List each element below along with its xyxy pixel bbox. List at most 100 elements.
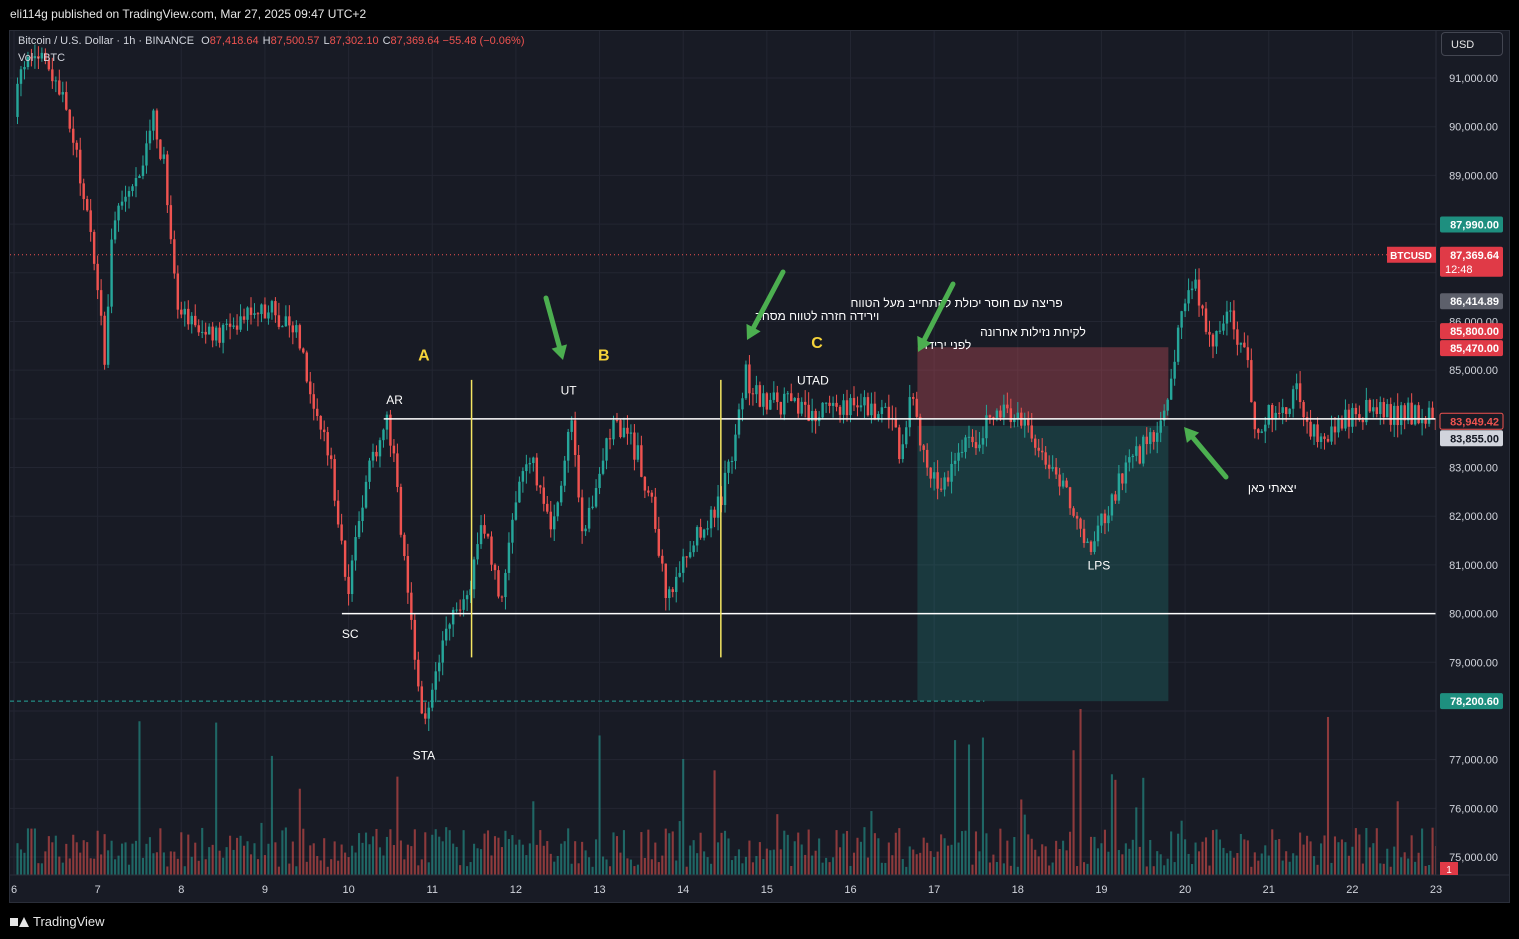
candle-body bbox=[340, 524, 343, 541]
candle-body bbox=[1239, 342, 1243, 345]
volume-bar bbox=[1121, 854, 1124, 875]
volume-bar bbox=[699, 832, 702, 875]
volume-bar bbox=[229, 835, 232, 875]
volume-bar bbox=[51, 842, 54, 875]
candle-body bbox=[1208, 331, 1211, 335]
volume-bar bbox=[58, 856, 61, 875]
event-label-lps: LPS bbox=[1088, 559, 1111, 573]
currency-selector[interactable]: USD bbox=[1441, 32, 1503, 56]
candle-body bbox=[176, 273, 180, 310]
tradingview-logo[interactable]: TradingView bbox=[10, 914, 105, 929]
volume-bar bbox=[849, 865, 852, 875]
volume-bar bbox=[249, 854, 253, 875]
annotation-text: וירידה חזרה לטווח מסחר bbox=[756, 309, 880, 323]
volume-bar bbox=[751, 862, 754, 875]
volume-bar bbox=[1076, 866, 1079, 875]
volume-bar bbox=[800, 844, 803, 875]
volume-bar bbox=[995, 862, 998, 875]
volume-bar bbox=[556, 855, 559, 875]
volume-bar bbox=[577, 863, 580, 875]
volume-bar bbox=[612, 832, 615, 875]
volume-bar bbox=[110, 840, 113, 875]
volume-bar bbox=[389, 829, 392, 875]
price-tag-bg bbox=[1440, 430, 1503, 447]
candle-body bbox=[403, 534, 406, 557]
volume-bar bbox=[500, 847, 504, 875]
volume-bar bbox=[1264, 845, 1267, 875]
candle-body bbox=[364, 481, 368, 508]
last-price-tag: BTCUSD 87,369.64 12:48 bbox=[1387, 246, 1503, 277]
arrow-shaft bbox=[921, 281, 956, 343]
candle-body bbox=[444, 628, 448, 641]
footer-bar: TradingView bbox=[0, 904, 1519, 939]
volume-bar bbox=[82, 840, 85, 875]
candle-body bbox=[668, 589, 671, 599]
volume-bar bbox=[525, 855, 528, 875]
candle-body bbox=[82, 183, 85, 200]
candle-body bbox=[1386, 404, 1389, 418]
candle-body bbox=[999, 410, 1002, 418]
volume-bar bbox=[1326, 716, 1330, 875]
candle-body bbox=[1434, 418, 1436, 431]
candle-body bbox=[943, 477, 946, 490]
candle-body bbox=[1128, 457, 1131, 463]
volume-bar bbox=[710, 863, 713, 875]
candle-body bbox=[239, 316, 242, 330]
candle-body bbox=[424, 713, 427, 719]
volume-bar bbox=[1013, 837, 1016, 875]
volume-legend[interactable]: Vol · BTC bbox=[18, 52, 66, 64]
volume-bar bbox=[183, 866, 186, 875]
y-tick-label: 75,000.00 bbox=[1449, 852, 1498, 864]
candle-body bbox=[1075, 515, 1079, 519]
candle-body bbox=[1340, 419, 1344, 429]
price-tag-bg bbox=[1440, 340, 1503, 357]
volume-bar bbox=[1400, 857, 1403, 875]
candle-body bbox=[856, 405, 859, 408]
volume-bar bbox=[779, 849, 782, 875]
volume-bar bbox=[1365, 828, 1368, 875]
symbol-title[interactable]: Bitcoin / U.S. Dollar · 1h · BINANCE bbox=[18, 35, 195, 47]
volume-bar bbox=[877, 838, 880, 875]
candle-body bbox=[455, 609, 458, 611]
volume-bar bbox=[1229, 850, 1232, 875]
volume-bar bbox=[37, 863, 40, 875]
volume-bar bbox=[560, 843, 563, 875]
candle-body bbox=[647, 490, 650, 493]
annotation-text: לקיחת נזילות אחרונה bbox=[980, 325, 1086, 339]
ohlc-c: C87,369.64 bbox=[382, 35, 440, 47]
candle-body bbox=[559, 485, 563, 503]
volume-bar bbox=[1379, 863, 1382, 875]
volume-bar bbox=[828, 862, 831, 875]
volume-bar bbox=[1138, 846, 1141, 875]
volume-bar bbox=[1253, 852, 1256, 875]
symbol-tag-text: BTCUSD bbox=[1390, 251, 1432, 262]
volume-bar bbox=[880, 862, 883, 875]
candle-body bbox=[964, 437, 967, 452]
volume-bar bbox=[762, 859, 765, 875]
volume-bar bbox=[253, 843, 256, 875]
volume-bar bbox=[1002, 863, 1005, 875]
volume-bar bbox=[333, 841, 336, 875]
candle-body bbox=[539, 485, 542, 488]
volume-bar bbox=[1159, 854, 1162, 875]
volume-bar bbox=[786, 834, 789, 875]
volume-bar bbox=[852, 852, 856, 875]
volume-bar bbox=[44, 851, 47, 875]
volume-bar bbox=[1428, 865, 1431, 875]
candle-body bbox=[532, 457, 535, 464]
volume-bar bbox=[291, 841, 294, 875]
volume-bar bbox=[657, 862, 660, 875]
candle-body bbox=[277, 315, 281, 327]
candle-body bbox=[1054, 467, 1058, 475]
volume-bar bbox=[448, 830, 451, 875]
candle-body bbox=[420, 686, 424, 714]
candle-body bbox=[221, 324, 225, 343]
volume-bar bbox=[197, 860, 200, 875]
candle-body bbox=[1145, 436, 1148, 445]
candle-body bbox=[615, 420, 619, 422]
volume-bar bbox=[1100, 843, 1103, 875]
candle-body bbox=[235, 325, 239, 330]
volume-bar bbox=[16, 843, 19, 875]
candle-body bbox=[1103, 513, 1107, 524]
